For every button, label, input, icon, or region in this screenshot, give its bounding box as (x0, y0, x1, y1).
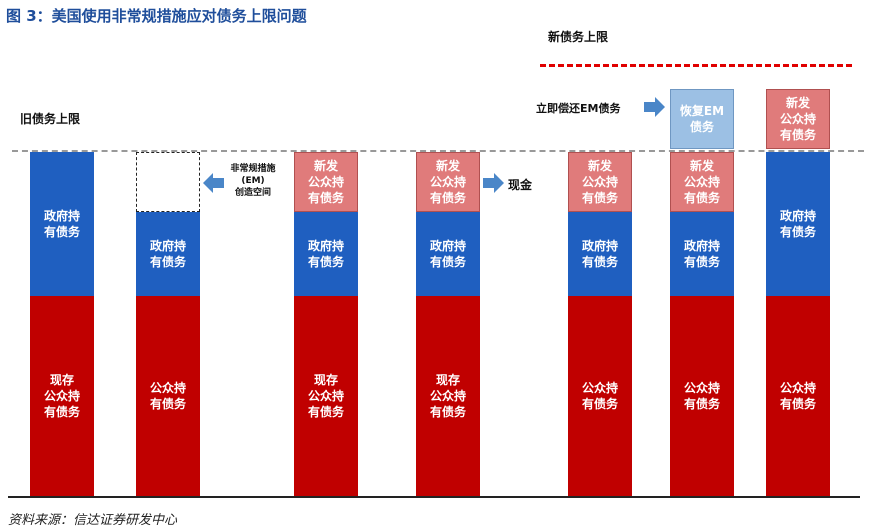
bar4-new-debt: 新发 公众持 有债务 (416, 152, 480, 212)
bar2-government-debt: 政府持 有债务 (136, 212, 200, 296)
bar3-new-debt: 新发 公众持 有债务 (294, 152, 358, 212)
bar7-government-debt: 政府持 有债务 (766, 152, 830, 296)
right-arrow-icon (483, 173, 504, 193)
new-debt-limit-label: 新债务上限 (548, 30, 609, 44)
bar6-restored-em-debt: 恢复EM 债务 (670, 89, 734, 149)
bar7-public-debt: 公众持 有债务 (766, 296, 830, 496)
cash-label: 现金 (508, 178, 533, 192)
source-note: 资料来源：信达证券研发中心 (8, 513, 178, 528)
old-debt-limit-line (12, 150, 864, 152)
bar6-government-debt: 政府持 有债务 (670, 212, 734, 296)
bar7-new-debt: 新发 公众持 有债务 (766, 89, 830, 149)
figure-title: 图 3：美国使用非常规措施应对债务上限问题 (6, 7, 307, 25)
old-debt-limit-label: 旧债务上限 (20, 112, 81, 126)
bar3-public-debt: 现存 公众持 有债务 (294, 296, 358, 496)
bar1-public-debt: 现存 公众持 有债务 (30, 296, 94, 496)
bar5-government-debt: 政府持 有债务 (568, 212, 632, 296)
bar4-government-debt: 政府持 有债务 (416, 212, 480, 296)
left-arrow-icon (203, 173, 224, 193)
em-space-label: 非常规措施 (EM) 创造空间 (230, 164, 276, 198)
bar6-new-debt: 新发 公众持 有债务 (670, 152, 734, 212)
bar5-new-debt: 新发 公众持 有债务 (568, 152, 632, 212)
bar5-public-debt: 公众持 有债务 (568, 296, 632, 496)
bar6-public-debt: 公众持 有债务 (670, 296, 734, 496)
bar3-government-debt: 政府持 有债务 (294, 212, 358, 296)
bar2-public-debt: 公众持 有债务 (136, 296, 200, 496)
bar1-government-debt: 政府持 有债务 (30, 152, 94, 296)
right-arrow-icon-2 (644, 97, 665, 117)
repay-em-label: 立即偿还EM债务 (536, 102, 621, 115)
bar4-public-debt: 现存 公众持 有债务 (416, 296, 480, 496)
baseline (8, 496, 860, 498)
new-debt-limit-line (540, 64, 852, 67)
bar2-em-space-box (136, 152, 200, 212)
